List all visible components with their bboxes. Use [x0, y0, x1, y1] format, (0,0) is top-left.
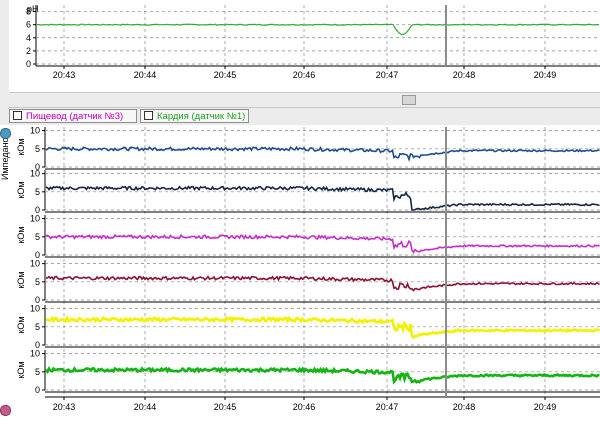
imp-ytick-label: 10	[30, 349, 40, 359]
ph-xtick-label: 20:44	[134, 70, 157, 80]
splitter-handle-icon[interactable]	[402, 95, 416, 105]
imp-ytick-label: 5	[35, 232, 40, 242]
imp-series-line	[45, 185, 600, 211]
imp-xtick-label: 20:49	[534, 402, 557, 412]
imp-ytick-label: 0	[35, 205, 40, 215]
imp-ytick-label: 10	[30, 169, 40, 179]
ph-ytick-label: 6	[26, 20, 31, 30]
imp-ytick-label: 5	[35, 187, 40, 197]
impedance-icon[interactable]	[0, 128, 11, 139]
ph-ytick-label: 0	[26, 59, 31, 69]
imp-xtick-label: 20:48	[453, 402, 476, 412]
checkbox-icon[interactable]	[13, 111, 22, 120]
ph-ytick-label: 8	[26, 7, 31, 17]
ph-series-line	[36, 23, 599, 36]
imp-ytick-label: 5	[35, 277, 40, 287]
tab-cardia-label: Кардия (датчик №1)	[157, 111, 246, 122]
ph-xtick-label: 20:46	[293, 70, 316, 80]
impedance-side-text: Импеданс	[0, 137, 10, 181]
imp-ytick-label: 5	[35, 144, 40, 154]
imp-series-line	[45, 233, 600, 254]
imp-ytick-label: 0	[35, 162, 40, 172]
settings-icon[interactable]	[0, 405, 11, 416]
ph-xtick-label: 20:43	[53, 70, 76, 80]
ph-xtick-label: 20:49	[534, 70, 557, 80]
impedance-chart: кОм 10 5 0 кОм 10 5 0 кОм 10 5 0 кОм 10 5 0 кОм 10 5 0 кОм 10…	[0, 125, 600, 424]
tab-esophagus-label: Пищевод (датчик №3)	[26, 111, 124, 122]
ph-chart: pH8 6 4 2 0 20:43 20:44 20:45 20:46 20:47 20:48 20:…	[9, 0, 600, 92]
imp-ytick-label: 10	[30, 259, 40, 269]
ph-axis-label: pH	[27, 4, 39, 14]
ph-ytick-label: 4	[26, 33, 31, 43]
imp-xtick-label: 20:44	[134, 402, 157, 412]
imp-series-line	[45, 145, 600, 162]
imp-ytick-label: 0	[35, 385, 40, 395]
imp-unit-label: кОм	[16, 181, 26, 198]
imp-xtick-label: 20:45	[214, 402, 237, 412]
ph-xtick-label: 20:47	[376, 70, 399, 80]
imp-series-line	[45, 365, 600, 385]
ph-xtick-label: 20:45	[214, 70, 237, 80]
imp-ytick-label: 5	[35, 367, 40, 377]
imp-ytick-label: 0	[35, 340, 40, 350]
checkbox-icon[interactable]	[144, 111, 153, 120]
imp-ytick-label: 10	[30, 214, 40, 224]
imp-ytick-label: 5	[35, 322, 40, 332]
channel-tabs: Пищевод (датчик №3) Кардия (датчик №1)	[9, 108, 600, 125]
tab-esophagus[interactable]: Пищевод (датчик №3)	[9, 109, 137, 123]
imp-series-line	[45, 314, 600, 340]
imp-unit-label: кОм	[16, 226, 26, 243]
imp-xtick-label: 20:46	[293, 402, 316, 412]
imp-ytick-label: 0	[35, 250, 40, 260]
tab-cardia[interactable]: Кардия (датчик №1)	[140, 109, 249, 123]
panel-splitter[interactable]	[9, 92, 600, 108]
imp-ytick-label: 0	[35, 295, 40, 305]
ph-ytick-label: 2	[26, 46, 31, 56]
imp-xtick-label: 20:47	[376, 402, 399, 412]
ph-xtick-label: 20:48	[453, 70, 476, 80]
imp-ytick-label: 10	[30, 126, 40, 136]
imp-unit-label: кОм	[16, 316, 26, 333]
imp-unit-label: кОм	[16, 361, 26, 378]
imp-unit-label: кОм	[16, 138, 26, 155]
imp-series-line	[45, 275, 600, 292]
impedance-side-label: Импеданс	[0, 130, 11, 190]
imp-ytick-label: 10	[30, 304, 40, 314]
imp-xtick-label: 20:43	[53, 402, 76, 412]
imp-unit-label: кОм	[16, 271, 26, 288]
